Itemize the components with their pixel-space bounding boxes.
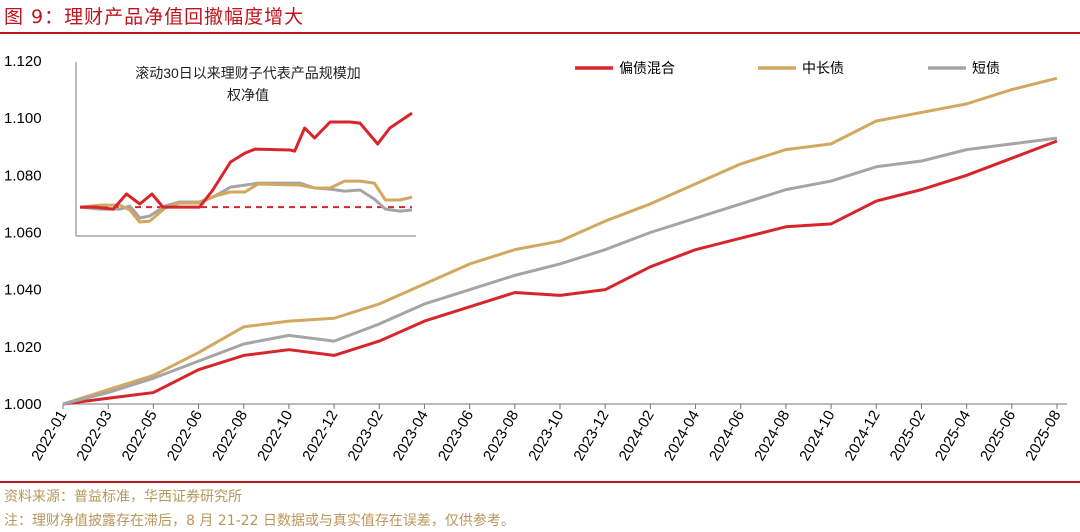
series-line-2: [62, 136, 1058, 406]
x-tick-label: 2023-06: [435, 408, 477, 464]
x-tick-label: 2023-12: [570, 408, 612, 464]
x-tick-label: 2023-08: [480, 408, 522, 464]
y-tick-label: 1.020: [4, 339, 42, 356]
top-divider: [0, 32, 1080, 34]
legend-label: 短债: [972, 60, 1000, 76]
y-tick-label: 1.040: [4, 282, 42, 299]
y-tick-label: 1.000: [4, 396, 42, 413]
x-tick-label: 2022-06: [164, 408, 206, 464]
x-tick-label: 2022-10: [254, 408, 296, 464]
x-tick-label: 2022-05: [119, 408, 161, 464]
legend-label: 中长债: [802, 60, 844, 76]
bottom-divider: [0, 481, 1080, 483]
source-text: 资料来源：普益标准，华西证券研究所: [4, 489, 242, 505]
inset-series-line-0: [80, 111, 413, 211]
x-tick-label: 2024-10: [796, 408, 838, 464]
inset-series-line-1: [79, 179, 413, 224]
series-line-1: [62, 76, 1058, 406]
x-tick-label: 2022-01: [28, 408, 70, 464]
x-tick-label: 2023-04: [390, 408, 432, 464]
x-tick-label: 2025-04: [932, 408, 974, 464]
x-tick-label: 2024-08: [751, 408, 793, 464]
x-tick-label: 2023-02: [344, 408, 386, 464]
note-text: 注：理财净值披露存在滞后，8 月 21-22 日数据或与真实值存在误差，仅供参考…: [4, 513, 515, 529]
x-tick-label: 2022-08: [209, 408, 251, 464]
y-tick-label: 1.060: [4, 225, 42, 242]
figure-title: 图 9：理财产品净值回撤幅度增大: [4, 6, 305, 28]
x-tick-label: 2025-06: [977, 407, 1019, 463]
y-tick-label: 1.100: [4, 110, 42, 127]
inset-background: [66, 58, 418, 238]
x-tick-label: 2025-08: [1022, 408, 1064, 464]
x-tick-label: 2024-04: [661, 408, 703, 464]
inset-title-line2: 权净值: [227, 87, 269, 103]
inset-series-line-2: [79, 181, 413, 220]
x-tick-label: 2025-02: [887, 408, 929, 464]
series-line-0: [62, 139, 1058, 406]
y-tick-label: 1.080: [4, 167, 42, 184]
x-tick-label: 2024-02: [616, 408, 658, 464]
x-tick-label: 2024-06: [706, 408, 748, 464]
x-tick-label: 2023-10: [525, 408, 567, 464]
x-tick-label: 2022-03: [73, 408, 115, 464]
inset-title-line1: 滚动30日以来理财子代表产品规模加: [135, 65, 361, 81]
x-tick-label: 2022-12: [299, 408, 341, 464]
y-tick-label: 1.120: [4, 53, 42, 70]
legend-label: 偏债混合: [619, 60, 675, 76]
x-tick-label: 2024-12: [841, 408, 883, 464]
